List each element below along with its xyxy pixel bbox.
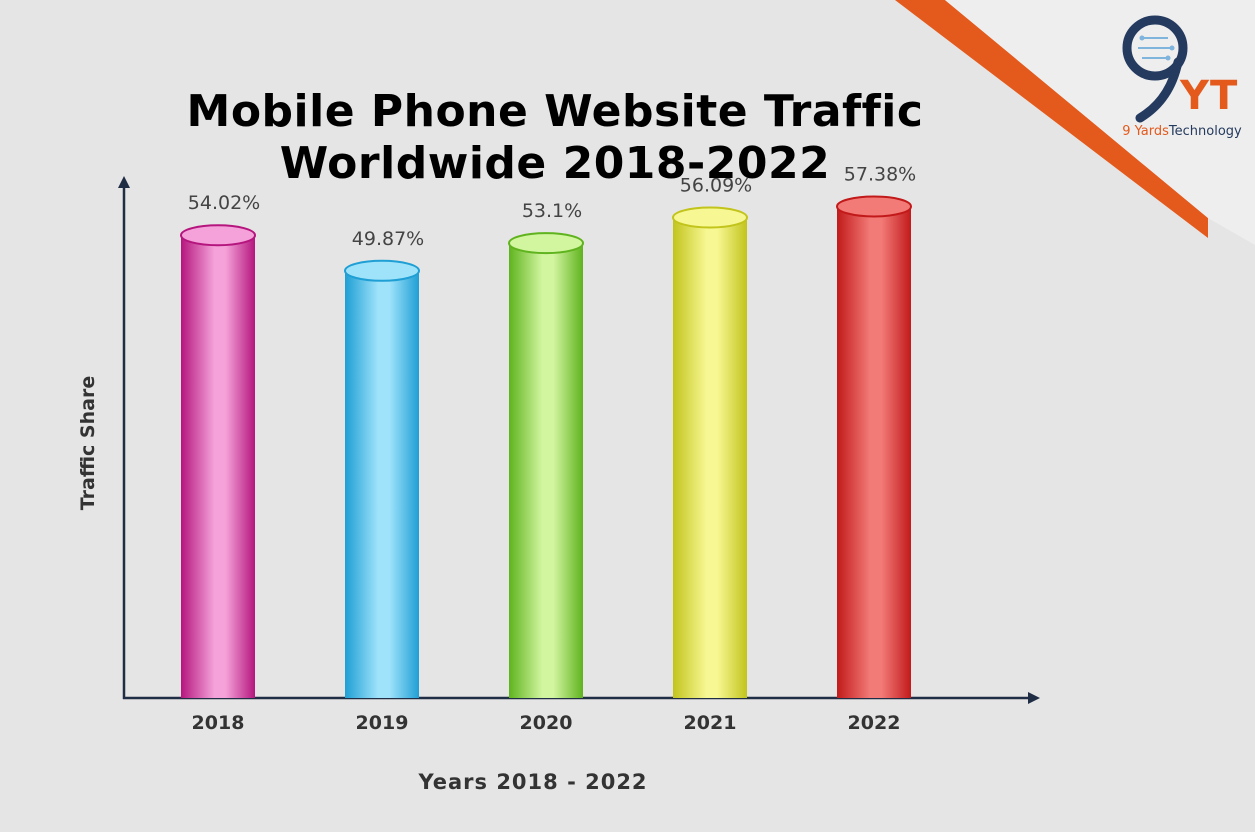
bar-cap-2018 xyxy=(180,224,256,247)
value-label-2020: 53.1% xyxy=(522,200,582,222)
x-tick-label-2022: 2022 xyxy=(848,712,901,734)
value-label-2018: 54.02% xyxy=(188,192,260,214)
bar-cap-2021 xyxy=(672,206,748,229)
bar-cap-2020 xyxy=(508,232,584,255)
bar-2020 xyxy=(509,243,583,699)
nine-circuit-icon xyxy=(1122,15,1188,123)
bar-cap-2019 xyxy=(344,259,420,282)
x-tick-label-2019: 2019 xyxy=(356,712,409,734)
bar-2018 xyxy=(181,235,255,698)
chart-title-line2: Worldwide 2018-2022 xyxy=(279,138,831,189)
value-label-2019: 49.87% xyxy=(352,228,424,250)
value-label-2021: 56.09% xyxy=(680,174,752,196)
bar-2019 xyxy=(345,270,419,698)
corner-shadow xyxy=(945,0,1255,245)
bar-2021 xyxy=(673,217,747,698)
value-label-2022: 57.38% xyxy=(844,163,916,185)
y-axis-arrow xyxy=(118,176,130,188)
bar-2022 xyxy=(837,206,911,698)
bar-cap-2022 xyxy=(836,195,912,218)
chart-title-line1: Mobile Phone Website Traffic xyxy=(186,86,924,137)
corner-stripe xyxy=(895,0,1208,238)
logo-text: 9 YardsTechnology xyxy=(1116,124,1248,139)
x-tick-label-2018: 2018 xyxy=(192,712,245,734)
logo-mark: YT xyxy=(1180,73,1239,119)
chart-title: Mobile Phone Website Traffic Worldwide 20… xyxy=(140,86,970,190)
y-axis-label: Traffic Share xyxy=(77,375,99,511)
x-axis-arrow xyxy=(1028,692,1040,704)
x-axis-label: Years 2018 - 2022 xyxy=(418,770,648,794)
logo-suffix: Technology xyxy=(1168,124,1242,139)
x-tick-label-2021: 2021 xyxy=(684,712,737,734)
logo-brand: 9 Yards xyxy=(1122,124,1169,139)
x-tick-label-2020: 2020 xyxy=(520,712,573,734)
